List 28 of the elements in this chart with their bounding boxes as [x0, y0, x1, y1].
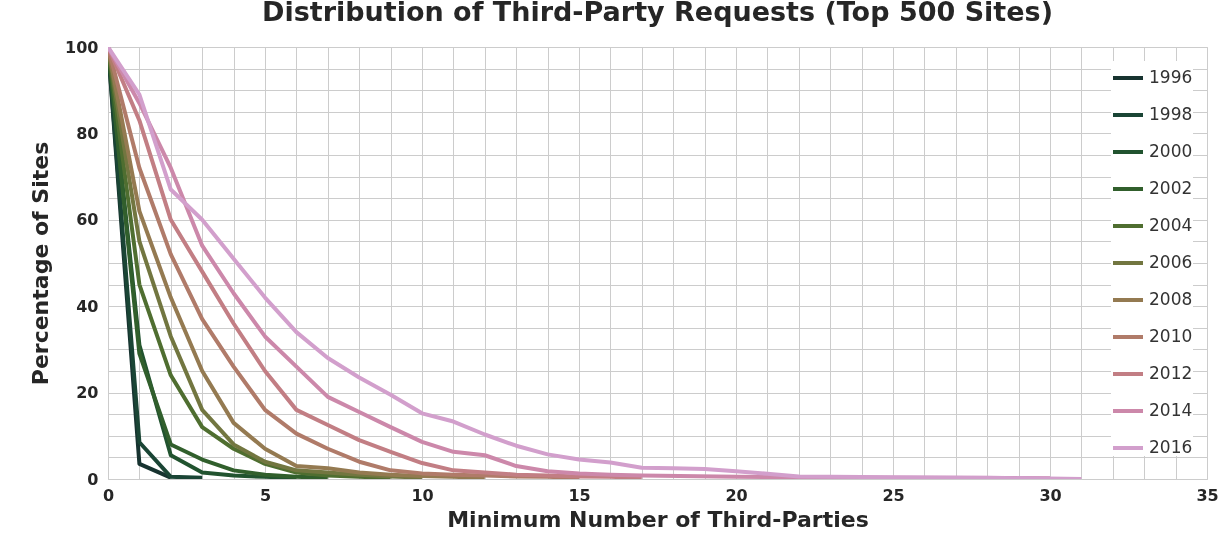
- legend-label: 2014: [1149, 400, 1193, 420]
- y-tick-label: 60: [76, 210, 99, 230]
- y-tick-label: 20: [76, 383, 99, 403]
- legend-label: 2016: [1149, 437, 1193, 457]
- x-tick-label: 30: [1039, 485, 1062, 505]
- x-tick-label: 0: [102, 485, 115, 505]
- legend-label: 2006: [1149, 252, 1193, 272]
- chart-title: Distribution of Third-Party Requests (Top 500 Sites): [262, 0, 1053, 27]
- legend-label: 2002: [1149, 178, 1193, 198]
- y-tick-label: 100: [65, 37, 99, 57]
- y-axis-title: Percentage of Sites: [28, 141, 54, 386]
- x-tick-label: 15: [568, 485, 591, 505]
- legend-label: 2012: [1149, 363, 1193, 383]
- legend-label: 2008: [1149, 289, 1193, 309]
- legend-label: 2000: [1149, 141, 1193, 161]
- y-tick-label: 80: [76, 123, 99, 143]
- x-tick-label: 25: [882, 485, 905, 505]
- x-tick-label: 5: [259, 485, 272, 505]
- y-tick-label: 0: [87, 469, 99, 489]
- x-tick-label: 35: [1196, 485, 1219, 505]
- x-tick-label: 10: [411, 485, 434, 505]
- legend-label: 2010: [1149, 326, 1193, 346]
- y-tick-label: 40: [76, 296, 99, 316]
- x-axis-title: Minimum Number of Third-Parties: [447, 506, 869, 532]
- legend-label: 1998: [1149, 104, 1193, 124]
- legend-label: 1996: [1149, 67, 1193, 87]
- legend-label: 2004: [1149, 215, 1193, 235]
- x-tick-label: 20: [725, 485, 748, 505]
